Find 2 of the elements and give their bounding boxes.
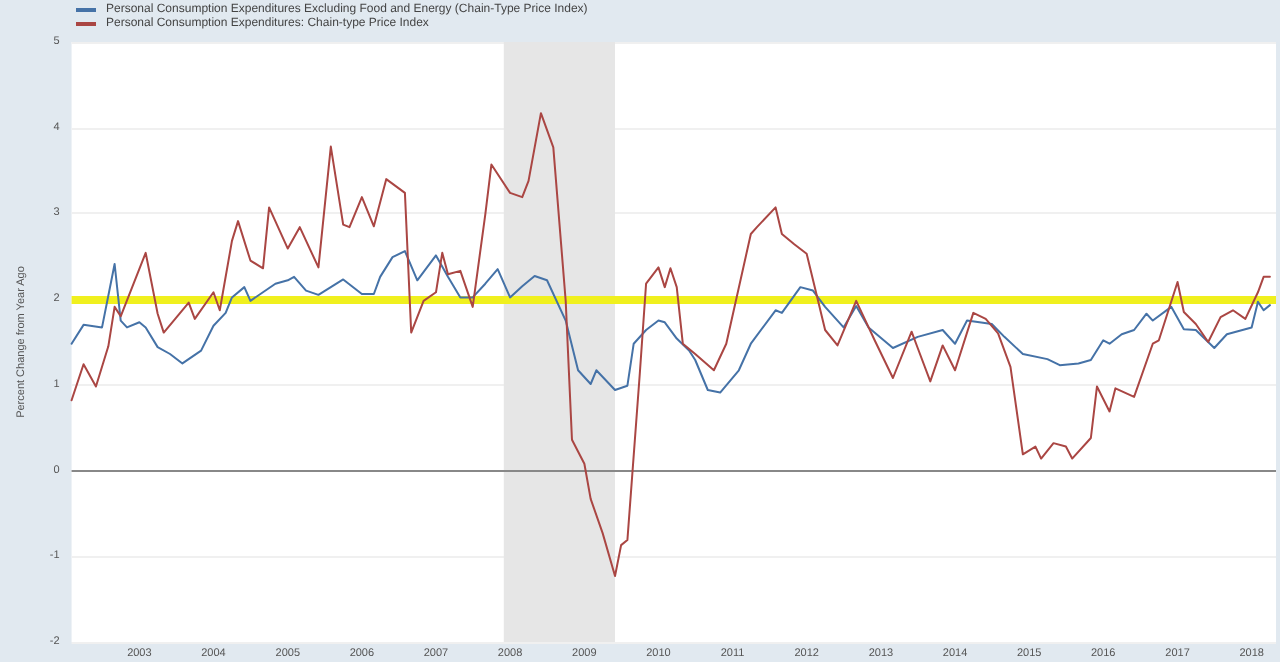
line-series (70, 250, 1271, 394)
line-series (70, 112, 1271, 577)
